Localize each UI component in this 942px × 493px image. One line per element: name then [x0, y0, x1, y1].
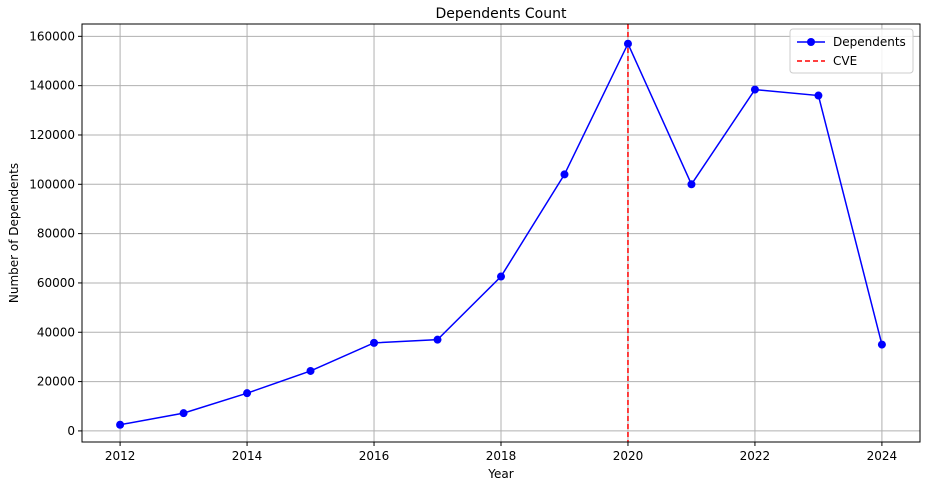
- data-point: [814, 91, 823, 100]
- legend: Dependents CVE: [789, 28, 914, 74]
- y-tick-label: 100000: [29, 177, 75, 191]
- data-point: [116, 420, 125, 429]
- y-tick-label: 40000: [37, 325, 75, 339]
- data-point: [433, 335, 442, 344]
- grid-lines: [82, 24, 920, 442]
- data-point: [623, 39, 632, 48]
- x-tick-label: 2022: [740, 449, 771, 463]
- data-point: [243, 389, 252, 398]
- data-point: [750, 85, 759, 94]
- y-tick-label: 120000: [29, 128, 75, 142]
- x-tick-label: 2012: [105, 449, 136, 463]
- data-point: [877, 340, 886, 349]
- legend-cve-label: CVE: [833, 54, 857, 68]
- data-point: [687, 180, 696, 189]
- x-tick-label: 2024: [867, 449, 898, 463]
- y-axis-title: Number of Dependents: [7, 163, 21, 303]
- y-tick-label: 140000: [29, 79, 75, 93]
- x-tick-label: 2018: [486, 449, 517, 463]
- y-tick-label: 160000: [29, 29, 75, 43]
- x-tick-label: 2016: [359, 449, 390, 463]
- legend-dependents-marker: [807, 38, 815, 46]
- x-tick-label: 2020: [613, 449, 644, 463]
- legend-box: [789, 28, 914, 74]
- x-axis-title: Year: [487, 467, 513, 481]
- y-tick-label: 60000: [37, 276, 75, 290]
- y-tick-label: 0: [67, 424, 75, 438]
- data-point: [497, 272, 505, 281]
- chart-title: Dependents Count: [436, 6, 567, 22]
- x-tick-label: 2014: [232, 449, 263, 463]
- data-point: [560, 170, 569, 179]
- series-layer: [116, 39, 886, 429]
- data-point: [370, 338, 379, 347]
- y-tick-label: 20000: [37, 375, 75, 389]
- data-point: [179, 409, 188, 418]
- data-point: [306, 366, 315, 375]
- y-axis-ticks: 0 20000 40000 60000 80000 100000 120000 140000 1…: [29, 29, 82, 438]
- legend-dependents-label: Dependents: [833, 35, 906, 49]
- x-axis-ticks: 2012 2014 2016 2018 2020 2022 2024: [105, 442, 897, 463]
- y-tick-label: 80000: [37, 227, 75, 241]
